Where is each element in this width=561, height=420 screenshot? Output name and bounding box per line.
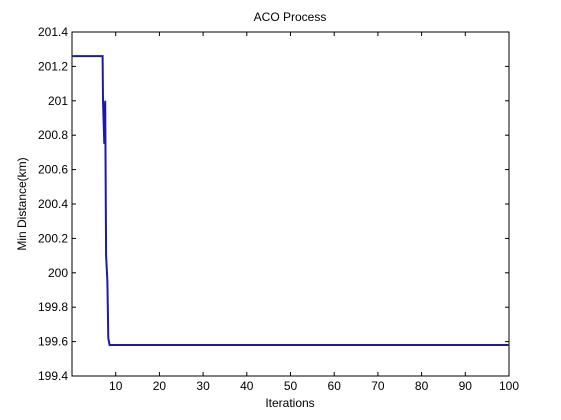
x-tick-label: 30	[196, 379, 210, 393]
y-tick-label: 200.4	[38, 197, 68, 211]
x-tick-label: 50	[284, 379, 298, 393]
x-tick-label: 90	[459, 379, 473, 393]
y-tick-label: 200	[48, 266, 68, 280]
y-axis-label: Min Distance(km)	[15, 157, 29, 250]
y-tick-label: 200.2	[38, 231, 68, 245]
x-tick-label: 40	[240, 379, 254, 393]
y-tick-label: 200.6	[38, 163, 68, 177]
series-group	[72, 55, 509, 346]
chart-title: ACO Process	[254, 10, 327, 24]
y-tick-label: 199.8	[38, 300, 68, 314]
y-tick-label: 201.2	[38, 59, 68, 73]
watermark-text: @稀土掘金技术社区	[440, 393, 548, 408]
x-tick-label: 100	[499, 379, 519, 393]
y-tick-label: 201	[48, 94, 68, 108]
y-tick-label: 200.8	[38, 128, 68, 142]
series-line	[72, 55, 509, 346]
plot-area	[71, 31, 510, 377]
x-axis-label: Iterations	[265, 396, 314, 410]
x-tick-label: 10	[109, 379, 123, 393]
x-tick-label: 60	[328, 379, 342, 393]
x-tick-label: 70	[371, 379, 385, 393]
y-tick-label: 199.4	[38, 369, 68, 383]
x-tick-label: 20	[153, 379, 167, 393]
x-tick-label: 80	[415, 379, 429, 393]
y-tick-label: 201.4	[38, 25, 68, 39]
y-tick-label: 199.6	[38, 335, 68, 349]
axis-ticks: 10 20 30 40 50 60 70 80 90 100 199.4 199.6 199.8 200 2…	[38, 25, 519, 393]
